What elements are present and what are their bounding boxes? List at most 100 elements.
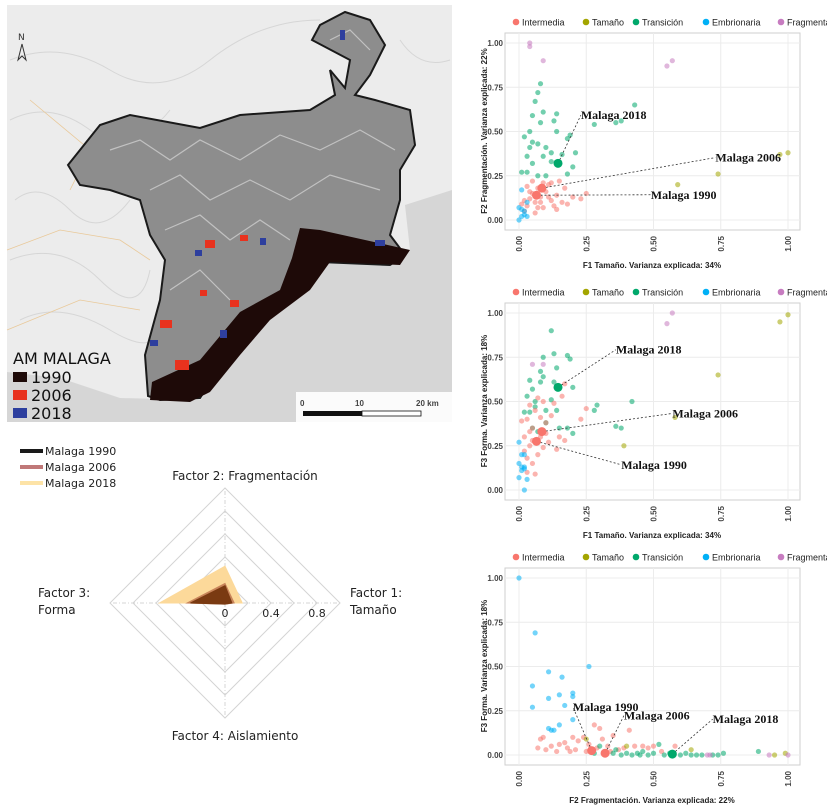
point-transición	[594, 402, 600, 408]
point-intermedia	[524, 469, 530, 475]
highlight-point-malaga-2006	[600, 748, 610, 758]
radar-axis-label: Factor 2: Fragmentación	[172, 469, 318, 483]
point-transición	[524, 169, 530, 175]
point-intermedia	[527, 189, 533, 195]
point-intermedia	[650, 743, 657, 749]
point-intermedia	[586, 741, 592, 747]
point-embrionaria	[519, 452, 525, 458]
point-transición	[570, 164, 576, 170]
point-intermedia	[535, 745, 541, 751]
y-tick-label: 0.00	[487, 486, 503, 495]
point-transición	[540, 153, 546, 159]
point-intermedia	[535, 452, 541, 458]
scatter-f1-f3: Intermedia Tamaño Transición Embrionaria Fra…	[480, 288, 827, 541]
radar-series-malaga-1990	[190, 585, 233, 605]
point-intermedia	[672, 743, 678, 749]
point-transición	[632, 102, 638, 108]
x-tick-label: 0.25	[582, 505, 591, 521]
point-intermedia	[548, 743, 554, 749]
y-tick-label: 0.25	[487, 172, 503, 181]
annotation-leader-line	[541, 157, 716, 189]
point-transición	[535, 89, 541, 96]
point-intermedia	[559, 199, 565, 205]
point-intermedia	[540, 398, 546, 405]
x-tick-label: 0.50	[650, 770, 659, 786]
point-fragmentación	[540, 361, 546, 367]
map-urban-2006	[160, 235, 248, 370]
point-intermedia	[548, 413, 554, 419]
annotation-label: Malaga 2006	[672, 406, 738, 420]
legend-label: Transición	[642, 553, 683, 563]
map-urban-2018	[150, 30, 385, 346]
radar-legend-label: Malaga 1990	[45, 445, 116, 458]
map-legend-label: 2018	[31, 404, 72, 423]
point-intermedia	[554, 446, 560, 452]
point-intermedia	[529, 425, 536, 431]
point-fragmentación	[785, 752, 791, 758]
point-transición	[564, 171, 571, 177]
annotation-label: Malaga 2018	[581, 108, 647, 122]
legend-marker-fragmentación	[777, 288, 785, 296]
legend-marker-tamaño	[582, 18, 590, 26]
legend-marker-transición	[632, 288, 640, 296]
point-transición	[564, 352, 571, 359]
point-transición	[551, 351, 557, 357]
x-tick-label: 1.00	[784, 505, 793, 521]
scatter-f2-f3: Intermedia Tamaño Transición Embrionaria Fra…	[480, 553, 827, 806]
radar-axis-label: Factor 3:	[38, 586, 90, 600]
point-tamaño	[688, 747, 694, 753]
map-hillshade	[109, 29, 396, 301]
point-transición	[548, 150, 554, 156]
map-study-area	[66, 10, 417, 402]
radar-axis-label: Forma	[38, 603, 76, 617]
legend-marker-intermedia	[512, 553, 520, 561]
point-transición	[755, 748, 762, 755]
point-intermedia	[529, 178, 536, 184]
point-transición	[715, 752, 721, 758]
point-fragmentación	[664, 63, 670, 69]
legend-label: Transición	[642, 18, 683, 28]
point-transición	[591, 407, 597, 413]
point-intermedia	[562, 437, 568, 444]
y-tick-label: 1.00	[487, 574, 503, 583]
map-urban-1990	[150, 228, 410, 402]
point-embrionaria	[516, 439, 522, 445]
x-tick-label: 0.50	[650, 505, 659, 521]
point-intermedia	[527, 443, 533, 449]
point-tamaño	[621, 443, 627, 449]
point-intermedia	[548, 180, 554, 186]
highlight-point-malaga-1990	[531, 190, 541, 200]
annotation-leader-line	[536, 440, 622, 466]
point-intermedia	[519, 201, 525, 207]
point-transición	[527, 409, 533, 415]
point-transición	[551, 379, 557, 385]
x-tick-label: 0.25	[582, 235, 591, 251]
legend-marker-embrionaria	[702, 553, 710, 561]
point-tamaño	[715, 372, 721, 378]
highlight-point-malaga-2018	[553, 382, 563, 392]
annotation-leader-line	[541, 413, 673, 432]
point-intermedia	[578, 196, 584, 202]
point-fragmentación	[540, 58, 546, 64]
point-tamaño	[675, 182, 681, 188]
annotation-label: Malaga 1990	[621, 458, 687, 472]
scatter-f1-f2: Intermedia Tamaño Transición Embrionaria Fra…	[480, 18, 827, 271]
point-embrionaria	[586, 663, 592, 670]
point-transición	[618, 752, 624, 758]
point-transición	[529, 386, 536, 392]
point-transición	[554, 128, 560, 135]
x-tick-label: 0.00	[515, 505, 524, 521]
radar-tick-label: 0.4	[262, 607, 280, 620]
point-intermedia	[545, 194, 552, 200]
point-transición	[524, 153, 530, 159]
point-intermedia	[564, 745, 571, 751]
point-transición	[537, 120, 544, 126]
point-embrionaria	[545, 695, 552, 701]
point-intermedia	[572, 747, 579, 753]
point-transición	[543, 173, 549, 179]
legend-label: Intermedia	[522, 553, 565, 563]
highlight-point-malaga-1990	[531, 436, 541, 446]
map-legend-swatch-2006	[13, 390, 27, 400]
point-embrionaria	[516, 475, 522, 481]
